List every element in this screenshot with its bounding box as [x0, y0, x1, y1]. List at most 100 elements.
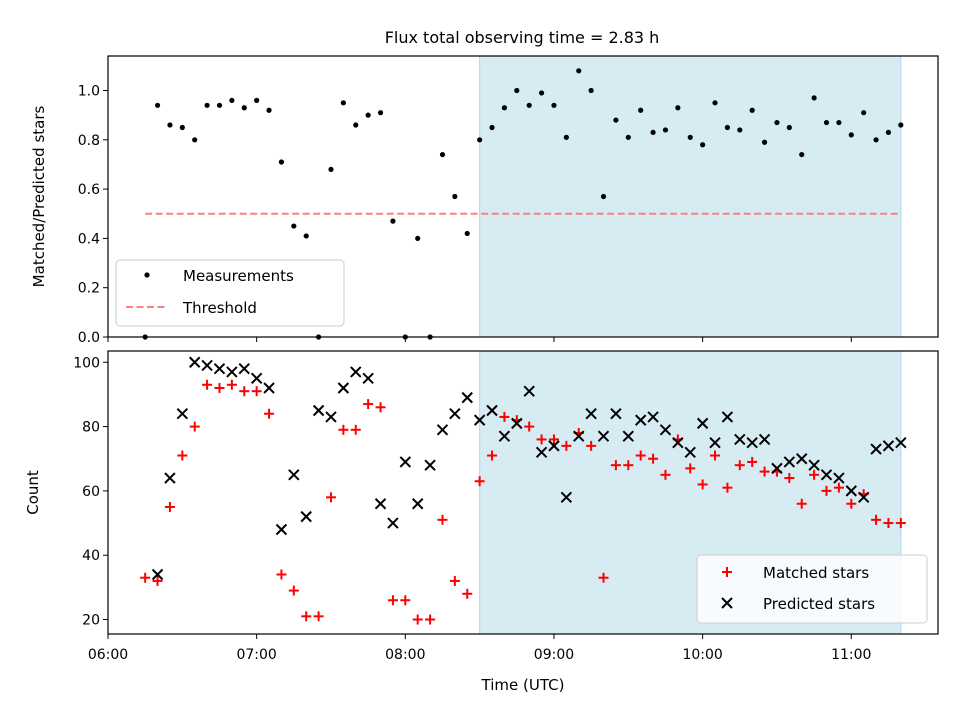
x-tick-label: 11:00 — [831, 647, 871, 663]
matched-star-point — [561, 440, 572, 451]
predicted-star-point — [696, 417, 709, 430]
matched-star-point — [895, 518, 906, 529]
predicted-star-point — [758, 433, 771, 446]
matched-star-point — [140, 572, 151, 583]
matched-star-point — [833, 482, 844, 493]
matched-star-point — [759, 466, 770, 477]
top-y-tick-label: 0.6 — [78, 182, 100, 198]
predicted-star-point — [486, 404, 498, 417]
measurement-point — [873, 137, 879, 143]
predicted-star-stroke — [337, 382, 350, 394]
predicted-star-stroke — [151, 568, 164, 581]
predicted-star-point — [672, 436, 684, 449]
predicted-star-point — [498, 430, 511, 442]
predicted-star-stroke — [189, 356, 201, 368]
predicted-star-point — [176, 408, 189, 420]
predicted-star-point — [449, 408, 461, 420]
predicted-star-point — [734, 433, 746, 446]
matched-star-point — [462, 588, 473, 599]
matched-star-point — [487, 450, 498, 461]
predicted-star-point — [226, 366, 238, 378]
predicted-star-stroke — [312, 404, 325, 417]
legend-predicted-marker — [721, 597, 733, 609]
top-y-tick-label: 1.0 — [78, 84, 100, 100]
x-tick-label: 08:00 — [385, 647, 425, 663]
predicted-star-point — [164, 472, 176, 484]
measurement-point — [204, 102, 210, 108]
bottom-y-axis-label: Count — [24, 470, 42, 515]
top-legend-box — [115, 259, 345, 327]
predicted-star-point — [808, 459, 820, 471]
x-tick-label: 06:00 — [88, 647, 128, 663]
predicted-star-point — [312, 404, 325, 417]
measurement-point — [340, 100, 346, 106]
measurement-point — [799, 151, 805, 158]
predicted-star-point — [820, 469, 833, 481]
measurement-point — [675, 105, 681, 111]
top-y-tick-label: 0.8 — [78, 133, 100, 149]
measurement-point — [724, 124, 731, 131]
matched-star-point — [202, 379, 213, 390]
predicted-star-stroke — [176, 408, 189, 420]
predicted-star-point — [238, 362, 250, 375]
matched-star-point — [710, 450, 721, 461]
measurement-point — [885, 129, 892, 136]
predicted-star-stroke — [597, 430, 610, 442]
matched-star-point — [375, 402, 386, 413]
top-y-tick-label: 0.0 — [78, 330, 100, 346]
bottom-y-tick-label: 20 — [82, 613, 100, 629]
matched-star-point — [623, 460, 634, 471]
measurement-point — [600, 193, 607, 200]
predicted-star-stroke — [288, 469, 300, 481]
predicted-star-point — [337, 382, 350, 394]
x-tick-label: 09:00 — [534, 647, 574, 663]
predicted-star-stroke — [374, 498, 387, 510]
predicted-star-stroke — [746, 436, 758, 449]
predicted-star-stroke — [399, 456, 412, 468]
measurement-point — [216, 102, 223, 108]
matched-star-point — [276, 569, 287, 580]
measurement-point — [266, 107, 272, 113]
measurement-point — [848, 132, 854, 138]
predicted-star-point — [362, 372, 374, 385]
measurement-point — [749, 107, 755, 113]
predicted-star-point — [622, 430, 635, 442]
measurement-point — [365, 112, 371, 118]
predicted-star-stroke — [424, 459, 436, 471]
measurement-point — [464, 230, 470, 237]
predicted-star-point — [436, 424, 449, 436]
predicted-star-point — [250, 372, 263, 385]
predicted-star-stroke — [622, 430, 635, 442]
legend-threshold-label: Threshold — [182, 299, 257, 317]
matched-star-point — [697, 479, 708, 490]
predicted-star-point — [350, 366, 362, 378]
predicted-star-stroke — [845, 485, 857, 497]
matched-star-point — [821, 485, 832, 496]
measurement-point — [526, 102, 532, 108]
measurement-point — [687, 134, 693, 140]
legend-measurement-marker — [144, 272, 150, 278]
predicted-star-point — [684, 446, 696, 459]
matched-star-point — [239, 386, 250, 397]
predicted-star-point — [300, 510, 312, 523]
predicted-star-stroke — [548, 440, 560, 452]
legend-predicted-label: Predicted stars — [763, 595, 875, 613]
predicted-star-stroke — [734, 433, 746, 446]
predicted-star-point — [783, 456, 796, 468]
bottom-panel: 20 40 60 80 100 06:00 07:00 08:00 09:00 10:00 11:0… — [24, 350, 939, 694]
predicted-star-point — [833, 472, 845, 484]
predicted-star-point — [523, 385, 535, 397]
matched-star-point — [164, 501, 175, 512]
top-legend: Measurements Threshold — [115, 259, 345, 327]
x-tick-label: 07:00 — [236, 647, 276, 663]
matched-star-point — [796, 498, 807, 509]
predicted-star-point — [201, 359, 213, 372]
matched-star-point — [400, 595, 411, 606]
matched-star-point — [747, 456, 758, 467]
measurement-point — [514, 87, 520, 94]
measurement-point — [576, 68, 582, 74]
predicted-star-point — [634, 414, 647, 426]
predicted-star-point — [659, 424, 672, 436]
measurement-point — [390, 218, 396, 224]
predicted-star-point — [387, 517, 399, 529]
